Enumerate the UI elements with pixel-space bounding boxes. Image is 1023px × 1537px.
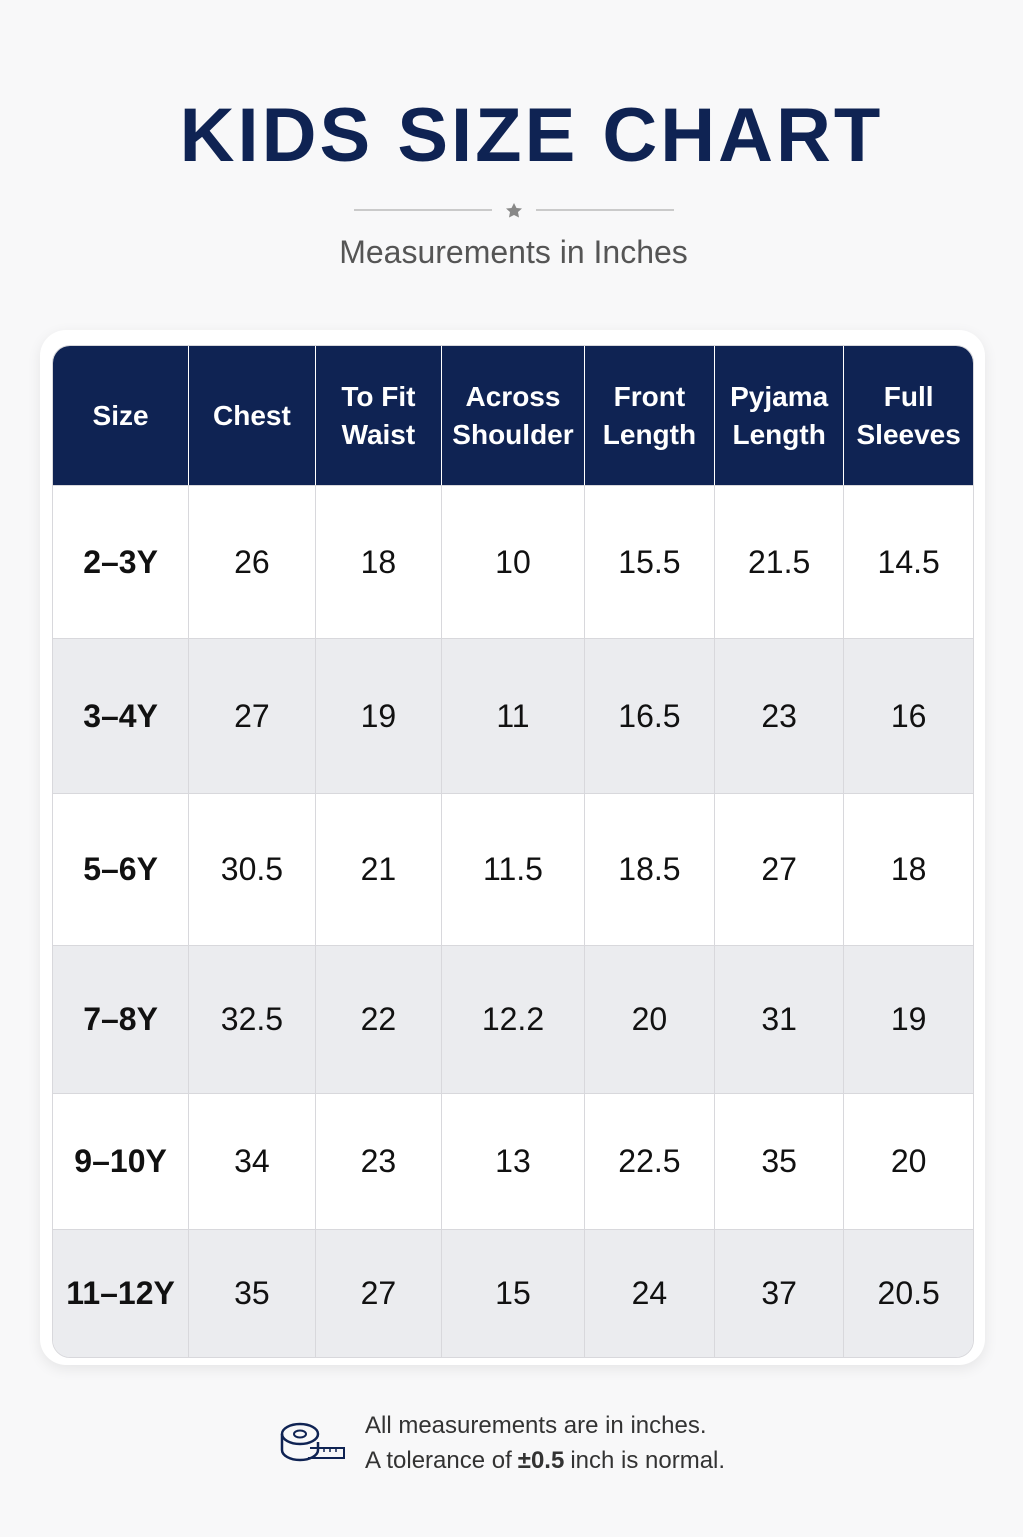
cell: 15.5 xyxy=(583,485,714,638)
card xyxy=(40,330,985,1365)
cell: 22.5 xyxy=(583,1093,714,1229)
column-header: Across Shoulder xyxy=(441,346,584,485)
cell: 20 xyxy=(843,1093,973,1229)
table-row: 11–12Y 35 27 15 24 37 20.5 xyxy=(53,1229,973,1357)
cell: 31 xyxy=(713,945,844,1093)
cell: 23 xyxy=(713,638,844,793)
cell: 16.5 xyxy=(583,638,714,793)
size-cell: 9–10Y xyxy=(53,1093,189,1229)
cell: 21 xyxy=(314,793,442,945)
subtitle: Measurements in Inches xyxy=(339,234,688,270)
cell: 26 xyxy=(188,485,315,638)
cell: 20 xyxy=(583,945,714,1093)
cell: 18 xyxy=(314,485,442,638)
column-header: Front Length xyxy=(583,346,714,485)
cell: 27 xyxy=(713,793,844,945)
cell: 27 xyxy=(188,638,315,793)
column-header: To Fit Waist xyxy=(314,346,442,485)
cell: 20.5 xyxy=(843,1229,973,1357)
cell: 19 xyxy=(314,638,442,793)
note-bold: ±0.5 xyxy=(517,1447,565,1474)
divider xyxy=(354,203,674,218)
cell: 23 xyxy=(314,1093,442,1229)
cell: 35 xyxy=(188,1229,315,1357)
table-row: 5–6Y 30.5 21 11.5 18.5 27 18 xyxy=(53,793,973,945)
column-header: Size xyxy=(53,346,189,485)
cell: 32.5 xyxy=(188,945,315,1093)
cell: 22 xyxy=(314,945,442,1093)
note: All measurements are in inches. A tolera… xyxy=(365,1408,725,1478)
cell: 11 xyxy=(441,638,584,793)
column-header: Chest xyxy=(188,346,315,485)
table-row: 3–4Y 27 19 11 16.5 23 16 xyxy=(53,638,973,793)
cell: 18 xyxy=(843,793,973,945)
cell: 11.5 xyxy=(441,793,584,945)
size-cell: 3–4Y xyxy=(53,638,189,793)
table-row: 9–10Y 34 23 13 22.5 35 20 xyxy=(53,1093,973,1229)
cell: 15 xyxy=(441,1229,584,1357)
cell: 37 xyxy=(713,1229,844,1357)
cell: 10 xyxy=(441,485,584,638)
size-cell: 2–3Y xyxy=(53,485,189,638)
cell: 13 xyxy=(441,1093,584,1229)
note-line: All measurements are in inches. xyxy=(365,1412,707,1439)
cell: 18.5 xyxy=(583,793,714,945)
size-table: Size Chest To Fit Waist Across Shoulder Fron… xyxy=(52,345,974,1358)
cell: 16 xyxy=(843,638,973,793)
note-line: A tolerance of ±0.5 inch is normal. xyxy=(365,1443,725,1478)
size-cell: 5–6Y xyxy=(53,793,189,945)
note-text: inch is normal. xyxy=(570,1447,726,1474)
cell: 30.5 xyxy=(188,793,315,945)
cell: 19 xyxy=(843,945,973,1093)
note-text: A tolerance of xyxy=(365,1447,512,1474)
cell: 27 xyxy=(314,1229,442,1357)
tape-icon xyxy=(280,1422,345,1462)
cell: 12.2 xyxy=(441,945,584,1093)
cell: 21.5 xyxy=(713,485,844,638)
column-header: Pyjama Length xyxy=(713,346,844,485)
size-cell: 7–8Y xyxy=(53,945,189,1093)
cell: 34 xyxy=(188,1093,315,1229)
table-row: 2–3Y 26 18 10 15.5 21.5 14.5 xyxy=(53,485,973,638)
column-header: Full Sleeves xyxy=(843,346,973,485)
cell: 35 xyxy=(713,1093,844,1229)
table-row: 7–8Y 32.5 22 12.2 20 31 19 xyxy=(53,945,973,1093)
size-cell: 11–12Y xyxy=(53,1229,189,1357)
cell: 14.5 xyxy=(843,485,973,638)
cell: 24 xyxy=(583,1229,714,1357)
title: KIDS SIZE CHART xyxy=(179,93,884,178)
